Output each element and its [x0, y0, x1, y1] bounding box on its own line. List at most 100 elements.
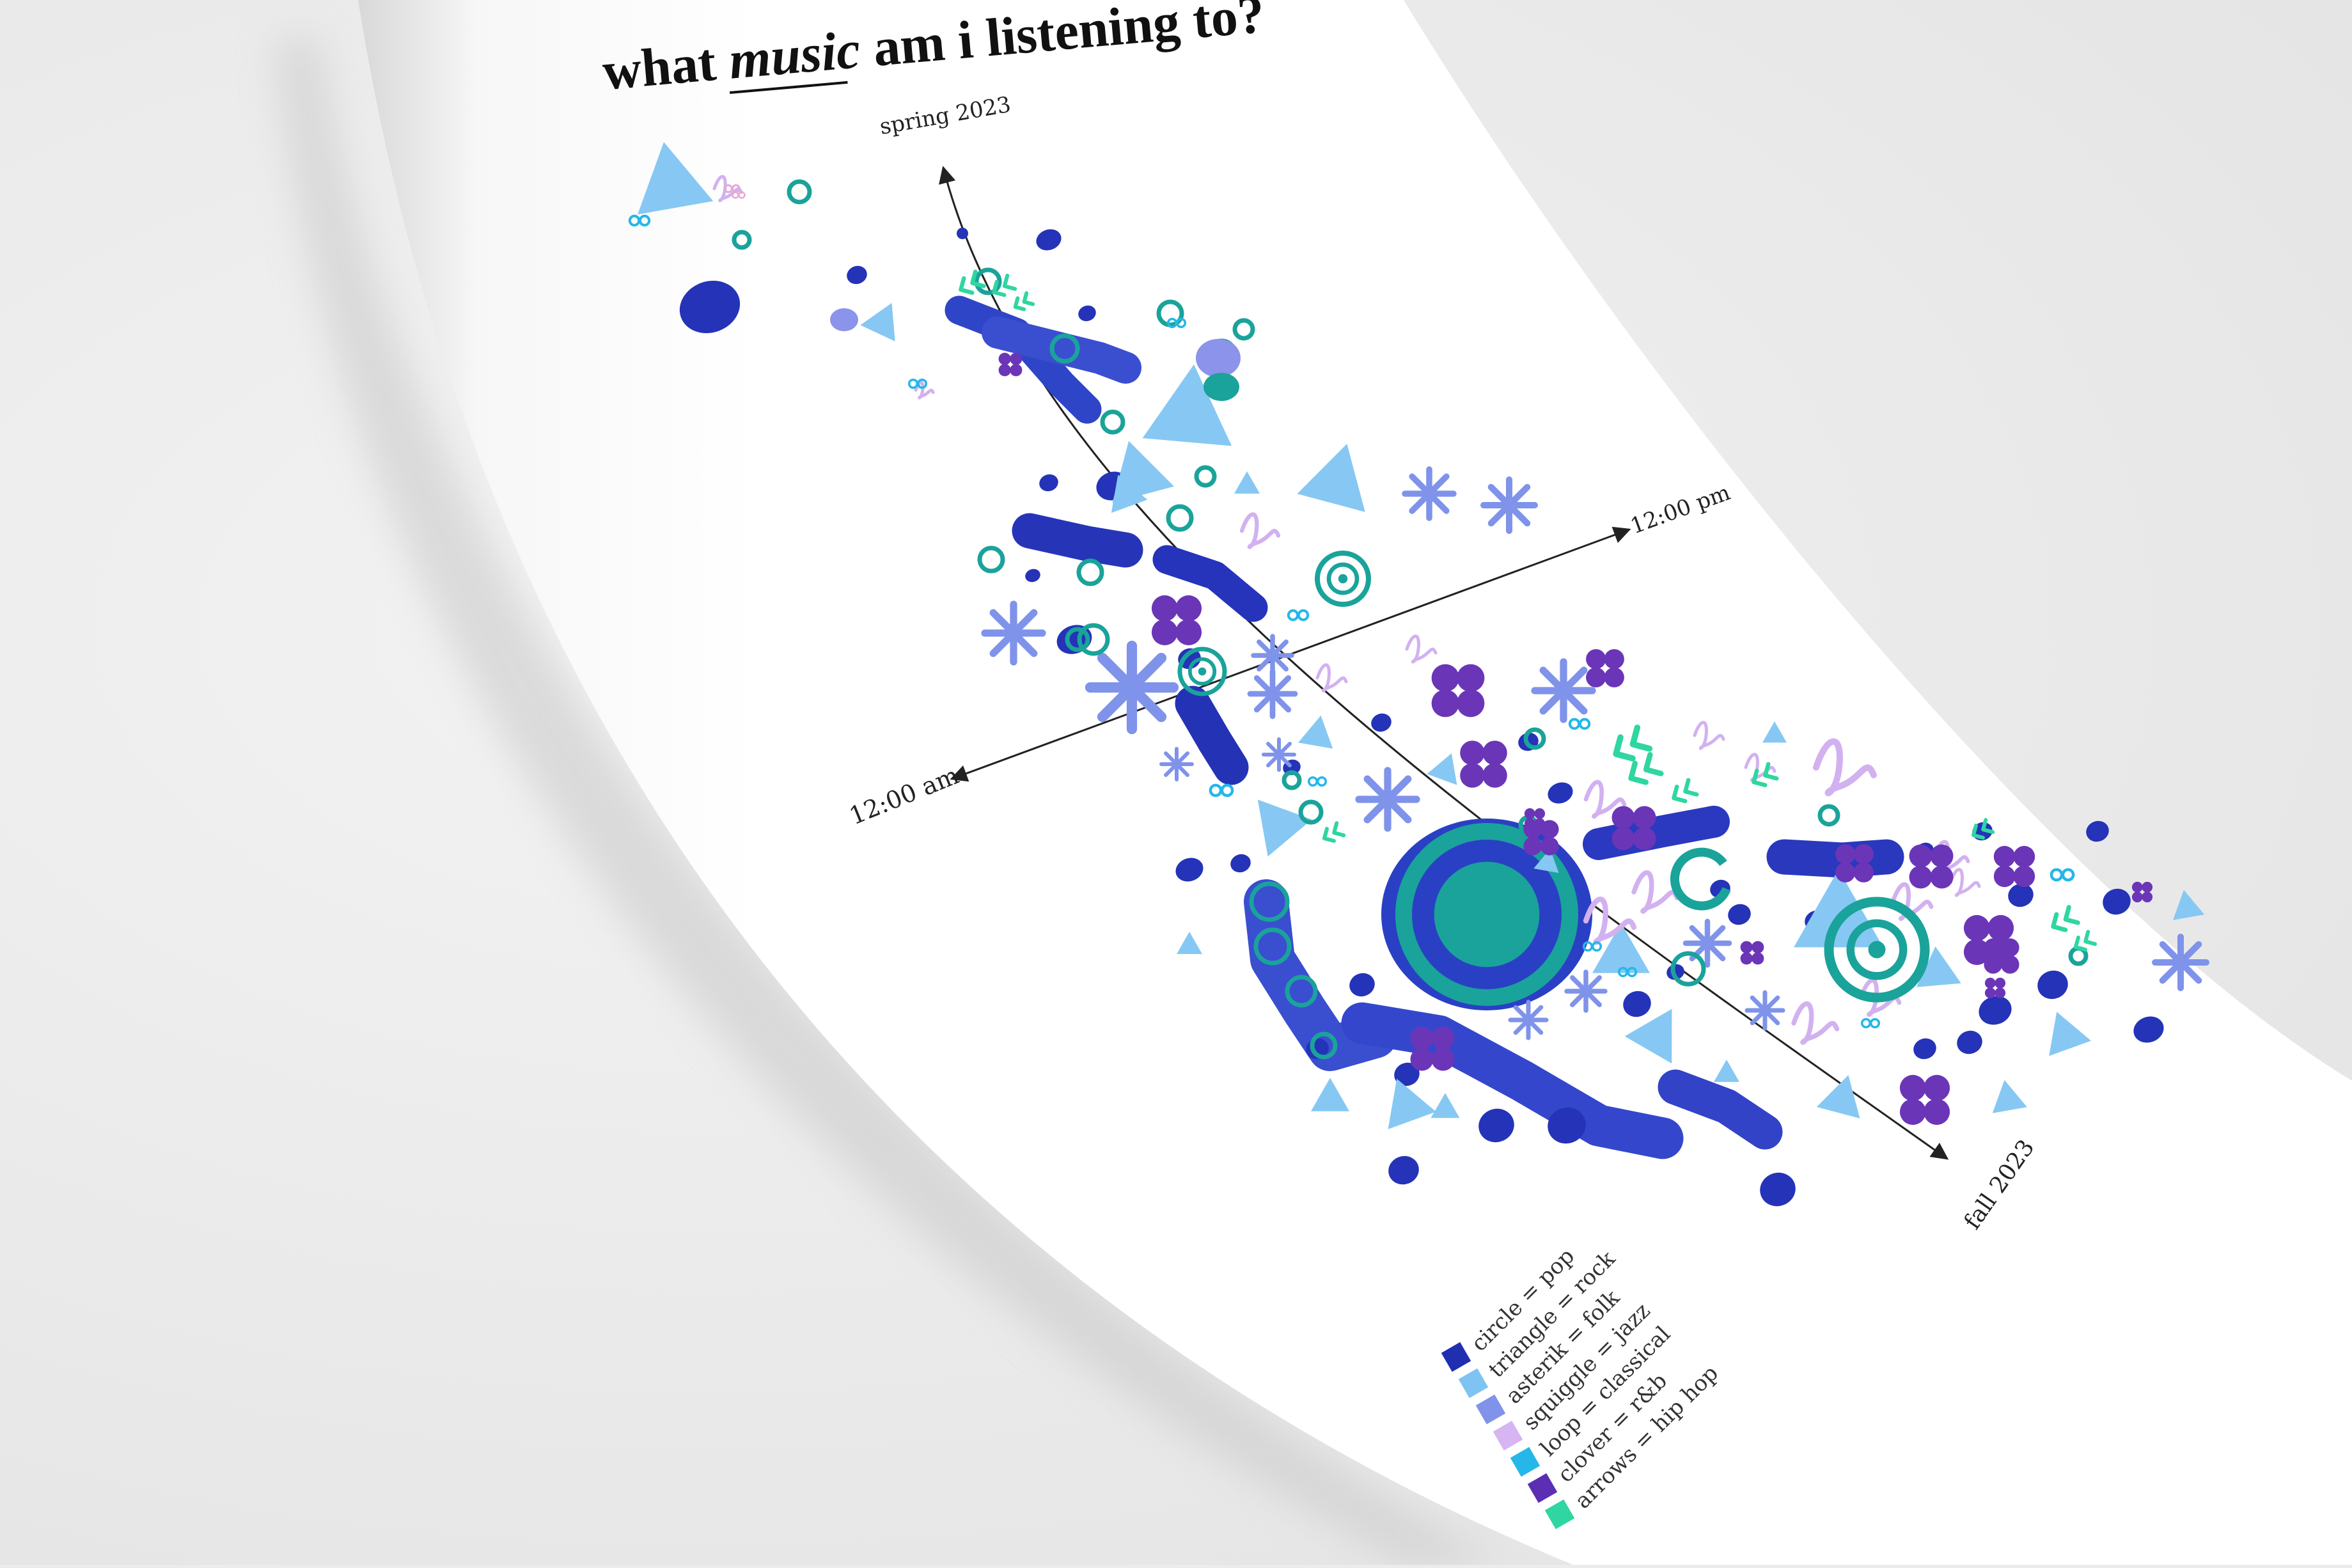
hiphop-arrows	[1013, 291, 1035, 311]
rnb-clover-leaf	[1995, 987, 2006, 999]
loop-figure-eight	[1175, 317, 1187, 329]
title-underline	[730, 81, 848, 94]
hiphop-arrows	[1672, 778, 1699, 804]
hiphop-arrows	[2073, 930, 2097, 952]
rnb-clover-leaf	[1457, 689, 1485, 717]
loop-figure-eight	[916, 378, 928, 389]
poster-paper	[358, 0, 2352, 1565]
rnb-clover-leaf	[1835, 844, 1856, 865]
pop-circle	[1913, 1038, 1936, 1060]
rnb-clover-leaf	[1457, 664, 1485, 692]
rnb-clover-leaf	[998, 364, 1011, 377]
pop-circle	[1979, 996, 2012, 1025]
legend-swatch	[1527, 1473, 1558, 1503]
rnb-clover-leaf	[1010, 364, 1023, 377]
rnb-clover-leaf	[1984, 987, 1996, 999]
jazz-squiggle	[1405, 634, 1438, 664]
rnb-clover-leaf	[1909, 844, 1933, 868]
rnb-clover-leaf	[1604, 667, 1624, 687]
rnb-clover-leaf	[1431, 1026, 1455, 1050]
classical-loop	[1298, 799, 1324, 825]
rnb-clover-leaf	[2142, 891, 2153, 903]
rock-triangle	[1762, 721, 1787, 743]
pop-circle	[830, 308, 858, 331]
classical-target-center	[1338, 574, 1348, 584]
rock-triangle	[1257, 799, 1312, 857]
classical-target	[1824, 897, 1930, 1003]
rnb-clover-leaf	[1431, 664, 1459, 692]
pop-circle	[1175, 858, 1203, 882]
rnb-clover-leaf	[1740, 941, 1753, 953]
rnb-clover-leaf	[1460, 741, 1485, 765]
rnb-clover-leaf	[1010, 352, 1023, 365]
classical-loop	[1100, 409, 1125, 435]
rnb-clover-leaf	[1740, 952, 1753, 965]
pop-circle	[2008, 883, 2034, 907]
pop-circle	[679, 280, 741, 334]
rock-triangle	[860, 302, 895, 341]
rock-triangle	[1816, 1075, 1860, 1119]
pop-circle	[1394, 1062, 1420, 1086]
classical-loop	[1523, 727, 1546, 750]
rock-triangle	[638, 142, 714, 215]
rnb-clover-leaf	[2000, 955, 2019, 974]
folk-asterisk	[981, 600, 1046, 666]
classical-target-inner	[1326, 562, 1360, 595]
rnb-clover-leaf	[1431, 689, 1459, 717]
pop-circle	[1203, 373, 1239, 401]
jazz-squiggle	[712, 175, 743, 203]
classical-loop	[1817, 804, 1840, 827]
rnb-clover-leaf	[1540, 820, 1559, 839]
rnb-clover-leaf	[1175, 619, 1202, 646]
rnb-clover-leaf	[998, 352, 1011, 365]
classical-loop	[974, 267, 1002, 295]
pop-big-circle-core	[1442, 870, 1532, 959]
rock-triangle	[1533, 849, 1559, 874]
rnb-clover-leaf	[1835, 862, 1856, 882]
rnb-clover-leaf	[1963, 914, 1990, 941]
classical-target-inner	[1188, 657, 1217, 686]
music-shapes	[628, 142, 2209, 1207]
classical-target-inner	[1846, 919, 1908, 980]
rnb-clover-leaf	[1984, 938, 2003, 957]
folk-asterisk	[2152, 934, 2209, 991]
pop-circle	[1548, 1107, 1586, 1144]
rnb-clover-leaf	[1633, 806, 1656, 829]
pop-circle	[1371, 713, 1392, 732]
rnb-clover-leaf	[1151, 619, 1178, 646]
folk-asterisk	[1355, 767, 1420, 832]
classical-loop	[1282, 770, 1302, 790]
rnb-clover-leaf	[1524, 808, 1535, 819]
rnb-clover-leaf	[1460, 763, 1485, 788]
rock-triangle	[1916, 946, 1961, 987]
pop-blob	[1244, 879, 1397, 1071]
folk-asterisk	[1682, 918, 1732, 968]
rock-triangle	[1234, 471, 1260, 494]
legend-swatch	[1475, 1394, 1506, 1425]
rnb-clover-leaf	[1984, 977, 1996, 989]
hiphop-arrows	[1322, 821, 1346, 843]
classical-loop	[1310, 1031, 1338, 1060]
hiphop-arrows	[992, 274, 1017, 297]
loop-figure-eight	[1578, 717, 1591, 730]
rnb-clover-leaf	[1853, 862, 1874, 882]
jazz-squiggle	[1813, 738, 1877, 797]
rock-triangle	[1592, 923, 1650, 973]
rnb-clover-leaf	[1431, 1047, 1455, 1071]
rnb-clover-leaf	[1175, 595, 1202, 622]
classical-loop	[1077, 623, 1110, 656]
classical-loop	[1166, 504, 1194, 532]
folk-asterisk	[1159, 747, 1194, 781]
pop-circle	[2037, 970, 2068, 1000]
rnb-clover-leaf	[1534, 818, 1546, 829]
rnb-clover-leaf	[1611, 827, 1635, 851]
rnb-clover-leaf	[2142, 881, 2153, 893]
pop-circle	[1349, 973, 1375, 997]
jazz-squiggle	[1315, 663, 1348, 693]
classical-target	[1395, 823, 1578, 1006]
classical-loop	[787, 179, 812, 205]
rnb-clover-leaf	[1534, 808, 1546, 819]
rnb-clover-leaf	[1540, 836, 1559, 856]
title-prefix: what	[600, 31, 732, 102]
jazz-squiggle	[1693, 721, 1725, 750]
